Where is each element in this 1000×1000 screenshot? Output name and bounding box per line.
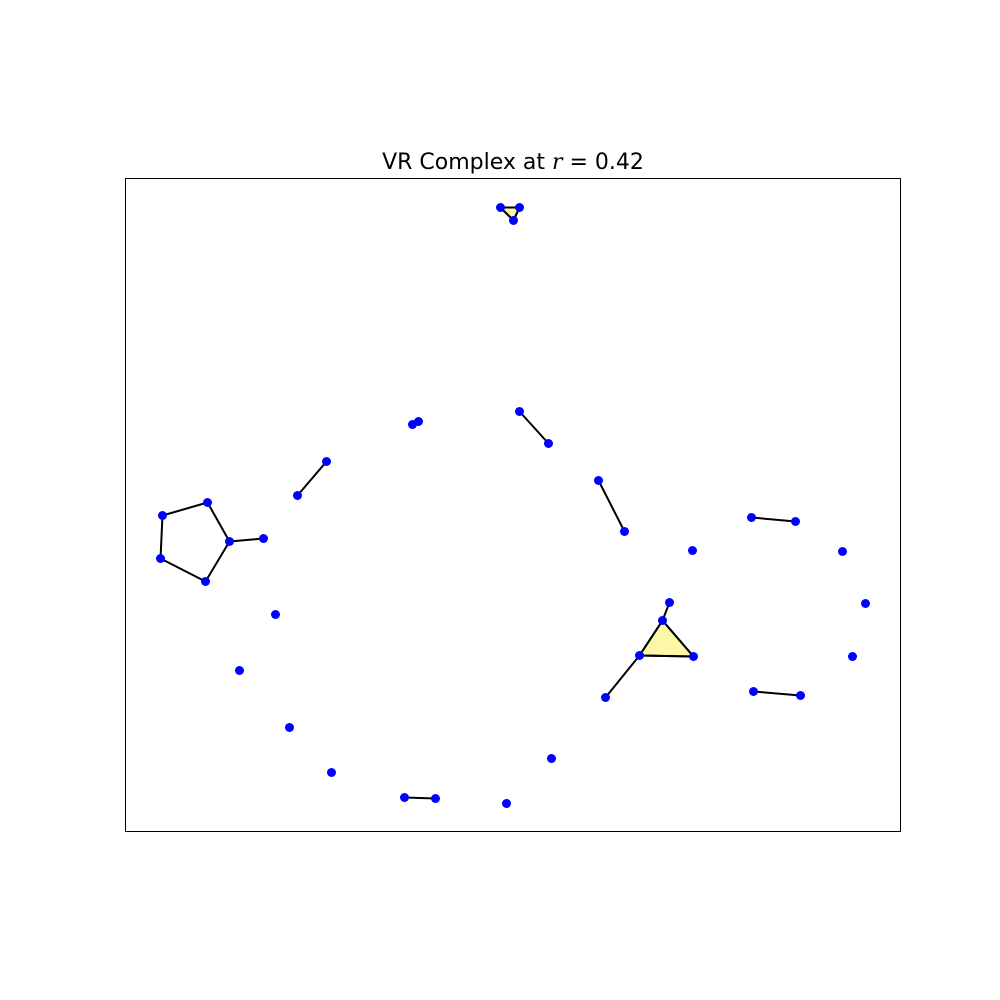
simplex-edge bbox=[638, 654, 695, 658]
data-point bbox=[689, 652, 698, 661]
plot-area bbox=[125, 178, 901, 832]
data-point bbox=[156, 554, 165, 563]
simplex-edge bbox=[638, 619, 664, 657]
chart-title-prefix: VR Complex at bbox=[382, 150, 552, 175]
simplex-edge bbox=[518, 410, 550, 445]
simplex-edge bbox=[752, 690, 802, 697]
data-point bbox=[400, 793, 409, 802]
data-point bbox=[414, 417, 423, 426]
data-point bbox=[502, 799, 511, 808]
data-point bbox=[259, 534, 268, 543]
data-point bbox=[285, 723, 294, 732]
data-point bbox=[201, 577, 210, 586]
data-point bbox=[749, 687, 758, 696]
chart-title-variable: r bbox=[552, 150, 564, 175]
simplex-edge bbox=[159, 557, 207, 583]
simplex-edge bbox=[204, 540, 231, 583]
data-point bbox=[158, 511, 167, 520]
data-point bbox=[796, 691, 805, 700]
data-point bbox=[688, 546, 697, 555]
chart-title: VR Complex at r = 0.42 bbox=[382, 150, 644, 175]
data-point bbox=[515, 203, 524, 212]
data-point bbox=[544, 439, 553, 448]
plot-frame bbox=[125, 178, 901, 832]
data-point bbox=[496, 203, 505, 212]
data-point bbox=[547, 754, 556, 763]
data-point bbox=[861, 599, 870, 608]
data-point bbox=[594, 476, 603, 485]
simplex-edge bbox=[206, 501, 231, 543]
points-layer bbox=[156, 203, 870, 808]
data-point bbox=[225, 537, 234, 546]
simplex-edge bbox=[604, 654, 641, 699]
simplex-edge bbox=[228, 537, 265, 543]
simplex-edge bbox=[159, 514, 164, 560]
data-point bbox=[601, 693, 610, 702]
data-point bbox=[635, 651, 644, 660]
data-point bbox=[271, 610, 280, 619]
chart-title-suffix: = 0.42 bbox=[563, 150, 644, 175]
data-point bbox=[293, 491, 302, 500]
data-point bbox=[515, 407, 524, 416]
simplex-edge bbox=[661, 619, 695, 658]
simplex-edge bbox=[597, 479, 626, 533]
simplex-edge bbox=[296, 460, 328, 497]
simplex-edge bbox=[403, 796, 437, 800]
simplex-edge bbox=[750, 516, 797, 523]
data-point bbox=[235, 666, 244, 675]
data-point bbox=[838, 547, 847, 556]
data-point bbox=[747, 513, 756, 522]
simplex-edge bbox=[161, 501, 209, 517]
data-point bbox=[658, 616, 667, 625]
data-point bbox=[509, 216, 518, 225]
data-point bbox=[431, 794, 440, 803]
data-point bbox=[665, 598, 674, 607]
data-point bbox=[327, 768, 336, 777]
data-point bbox=[620, 527, 629, 536]
plot-background bbox=[125, 178, 901, 832]
data-point bbox=[848, 652, 857, 661]
data-point bbox=[322, 457, 331, 466]
data-point bbox=[791, 517, 800, 526]
data-point bbox=[203, 498, 212, 507]
